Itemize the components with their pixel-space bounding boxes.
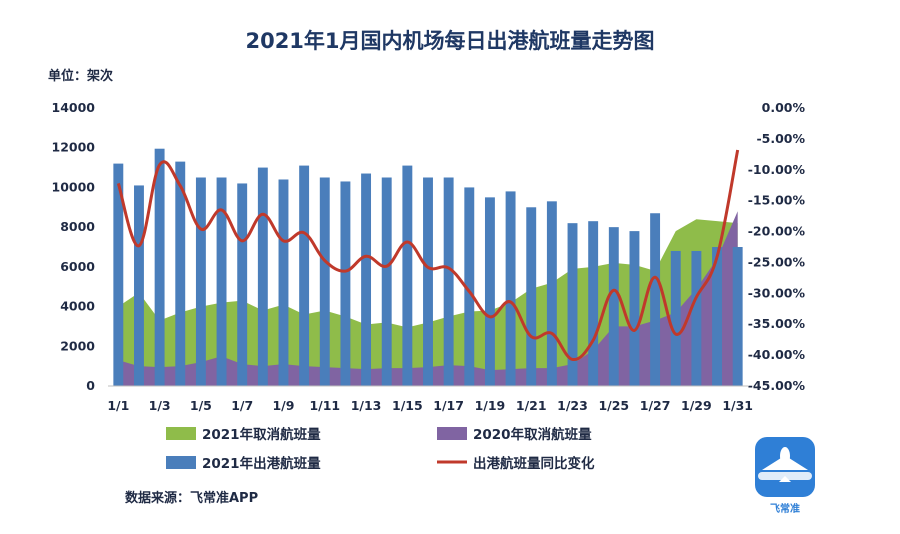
y-right-tick-label: -15.00%	[748, 193, 806, 208]
bar-departures-1-24	[588, 221, 599, 386]
legend-label-2021-cancel: 2021年取消航班量	[202, 426, 321, 443]
legend-label-2021-departures: 2021年出港航班量	[202, 455, 321, 472]
x-tick-label: 1/19	[475, 398, 506, 413]
bar-departures-1-4	[175, 161, 186, 386]
logo-label: 飞常准	[770, 502, 800, 515]
y-left-tick-label: 0	[86, 378, 95, 393]
x-tick-label: 1/7	[231, 398, 253, 413]
x-tick-label: 1/17	[433, 398, 464, 413]
y-right-tick-label: -30.00%	[748, 285, 806, 300]
y-right-tick-label: -25.00%	[748, 254, 806, 269]
bar-departures-1-25	[608, 227, 619, 386]
y-right-tick-label: -35.00%	[748, 316, 806, 331]
bar-departures-1-16	[423, 177, 433, 386]
bar-departures-1-15	[402, 165, 413, 386]
app-logo: 飞常准	[755, 437, 815, 515]
y-right-tick-label: -5.00%	[756, 131, 805, 146]
axes: 0 2000 4000 6000 8000 10000 12000 14000 0.00% -5.…	[52, 100, 806, 413]
y-left-tick-label: 12000	[52, 140, 96, 155]
chart-title: 2021年1月国内机场每日出港航班量走势图	[245, 29, 654, 53]
x-tick-label: 1/29	[681, 398, 712, 413]
bar-departures-1-27	[650, 213, 661, 386]
bar-departures-1-12	[340, 181, 351, 386]
x-tick-label: 1/1	[107, 398, 129, 413]
y-left-tick-label: 4000	[60, 299, 95, 314]
source-note: 数据来源：飞常准APP	[125, 490, 258, 506]
bar-departures-1-30	[712, 247, 722, 386]
x-tick-label: 1/11	[309, 398, 340, 413]
bar-departures-1-8	[257, 167, 268, 386]
y-left-tick-label: 10000	[52, 179, 96, 194]
bar-departures-1-11	[319, 177, 330, 386]
bar-departures-1-6	[216, 177, 227, 386]
legend-swatch-2021-departures	[166, 456, 196, 469]
x-tick-label: 1/5	[190, 398, 212, 413]
legend-label-yoy-line: 出港航班量同比变化	[473, 455, 595, 472]
area-2021-cancelled	[118, 219, 738, 386]
x-tick-label: 1/21	[516, 398, 547, 413]
bar-departures-1-17	[443, 177, 454, 386]
bar-departures-1-21	[526, 207, 537, 386]
bar-departures-1-7	[237, 183, 248, 386]
x-tick-label: 1/31	[722, 398, 753, 413]
bar-departures-1-3	[154, 148, 165, 386]
bar-departures-1-9	[278, 179, 289, 386]
x-tick-label: 1/27	[640, 398, 671, 413]
bar-departures-1-22	[546, 201, 557, 386]
bar-departures-1-5	[195, 177, 206, 386]
unit-label: 单位：架次	[48, 68, 113, 84]
line-yoy-change	[116, 149, 740, 361]
x-tick-label: 1/23	[557, 398, 588, 413]
bar-departures-1-20	[505, 191, 516, 386]
y-right-tick-label: -10.00%	[748, 162, 806, 177]
x-tick-label: 1/25	[598, 398, 629, 413]
y-left-tick-label: 8000	[60, 219, 95, 234]
y-right-tick-label: -40.00%	[748, 347, 806, 362]
bar-departures-1-26	[629, 231, 640, 386]
airplane-icon	[758, 447, 812, 482]
y-right-tick-label: -20.00%	[748, 224, 806, 239]
legend-swatch-2020-cancel	[437, 427, 467, 440]
y-left-tick-label: 2000	[60, 338, 95, 353]
x-tick-label: 1/15	[392, 398, 423, 413]
legend-label-2020-cancel: 2020年取消航班量	[473, 426, 592, 443]
bar-departures-1-10	[299, 165, 310, 386]
y-right-tick-label: -45.00%	[748, 378, 806, 393]
y-left-tick-label: 14000	[52, 100, 96, 115]
bar-departures-1-28	[670, 250, 681, 386]
bar-departures-1-29	[691, 250, 702, 386]
bar-departures-1-19	[484, 197, 495, 386]
x-tick-label: 1/3	[149, 398, 171, 413]
legend-swatch-2021-cancel	[166, 427, 196, 440]
bar-departures-1-31	[732, 247, 743, 386]
legend: 2021年取消航班量 2020年取消航班量 2021年出港航班量 出港航班量同比…	[166, 426, 595, 472]
x-tick-label: 1/9	[272, 398, 294, 413]
bar-departures-1-23	[567, 223, 578, 386]
x-tick-label: 1/13	[351, 398, 382, 413]
bar-departures-1-1	[113, 163, 124, 386]
y-right-tick-label: 0.00%	[762, 100, 806, 115]
bar-departures-1-2	[134, 185, 144, 386]
plot-area	[113, 148, 743, 386]
y-left-tick-label: 6000	[60, 259, 95, 274]
bar-departures-1-18	[464, 187, 475, 386]
bar-departures-1-13	[361, 173, 372, 386]
bar-departures-1-14	[381, 177, 392, 386]
